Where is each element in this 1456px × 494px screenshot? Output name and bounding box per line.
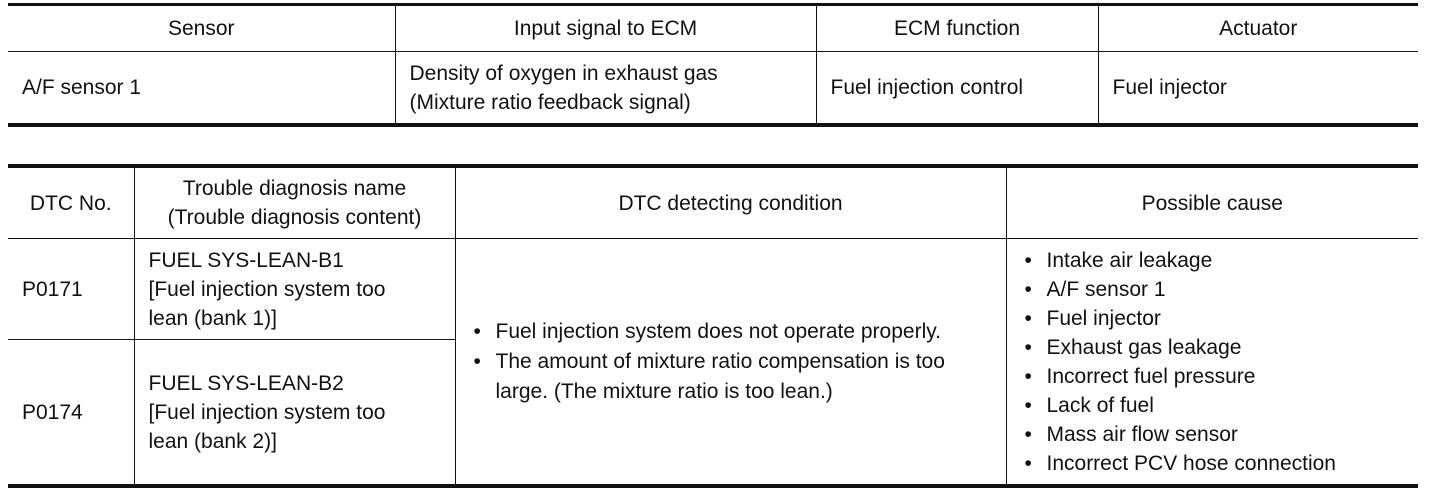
detecting-condition-cell: Fuel injection system does not operate p… <box>454 238 1006 486</box>
dtc-code-cell: P0174 <box>22 400 83 424</box>
list-item: Mass air flow sensor <box>1021 420 1419 449</box>
header-dtc-no: DTC No. <box>8 166 134 239</box>
input-signal-cell: Density of oxygen in exhaust gas (Mixtur… <box>394 51 816 125</box>
list-item: Incorrect PCV hose connection <box>1021 449 1419 478</box>
input-signal-line: (Mixture ratio feedback signal) <box>409 90 691 114</box>
header-name-line: Trouble diagnosis name <box>182 177 407 200</box>
list-item: Lack of fuel <box>1021 391 1419 420</box>
list-item: Exhaust gas leakage <box>1021 333 1419 362</box>
sensor-cell: A/F sensor 1 <box>22 76 142 99</box>
input-signal-line: Density of oxygen in exhaust gas <box>409 61 718 85</box>
table-row: P0171 FUEL SYS-LEAN-B1 [Fuel injection s… <box>8 238 1418 486</box>
table-row: P0174 FUEL SYS-LEAN-B2 [Fuel injection s… <box>8 339 1418 486</box>
possible-cause-cell: Intake air leakage A/F sensor 1 Fuel inj… <box>1005 238 1419 486</box>
diagnosis-name-line: [Fuel injection system too <box>148 400 386 424</box>
header-sensor: Sensor <box>8 4 395 52</box>
list-item: Fuel injector <box>1021 304 1419 333</box>
table-row: A/F sensor 1 Density of oxygen in exhaus… <box>8 51 1418 125</box>
dtc-code-cell: P0171 <box>8 238 134 340</box>
actuator-cell: Fuel injector <box>1097 51 1418 125</box>
diagnosis-name-line: lean (bank 2)] <box>148 429 277 453</box>
diagnosis-name-line: FUEL SYS-LEAN-B1 <box>148 248 344 272</box>
condition-list: Fuel injection system does not operate p… <box>470 317 996 407</box>
header-actuator: Actuator <box>1097 4 1418 52</box>
diagnosis-name-line: FUEL SYS-LEAN-B2 <box>148 371 344 395</box>
list-item: A/F sensor 1 <box>1021 275 1419 304</box>
list-item: Intake air leakage <box>1021 246 1419 275</box>
diagnosis-name-line: [Fuel injection system too <box>148 277 386 301</box>
header-possible-cause: Possible cause <box>1005 166 1418 239</box>
diagnosis-name-cell: FUEL SYS-LEAN-B2 [Fuel injection system … <box>133 339 455 486</box>
sensor-signal-table: Sensor Input signal to ECM ECM function … <box>8 3 1418 127</box>
header-row: DTC No. Trouble diagnosis name (Trouble … <box>8 166 1418 239</box>
cause-list: Intake air leakage A/F sensor 1 Fuel inj… <box>1021 246 1419 478</box>
dtc-table: DTC No. Trouble diagnosis name (Trouble … <box>8 164 1418 488</box>
header-ecm-function: ECM function <box>815 4 1098 52</box>
header-input-signal: Input signal to ECM <box>394 4 816 52</box>
header-row: Sensor Input signal to ECM ECM function … <box>8 4 1418 52</box>
list-item: Incorrect fuel pressure <box>1021 362 1419 391</box>
list-item: The amount of mixture ratio compensation… <box>470 347 996 407</box>
diagnosis-name-cell: FUEL SYS-LEAN-B1 [Fuel injection system … <box>133 238 455 340</box>
diagnosis-name-line: lean (bank 1)] <box>148 306 277 330</box>
header-trouble-diagnosis-name: Trouble diagnosis name (Trouble diagnosi… <box>133 166 455 239</box>
header-detecting-condition: DTC detecting condition <box>454 166 1006 239</box>
ecm-function-cell: Fuel injection control <box>815 51 1098 125</box>
header-name-line: (Trouble diagnosis content) <box>167 206 422 229</box>
list-item: Fuel injection system does not operate p… <box>470 317 996 347</box>
